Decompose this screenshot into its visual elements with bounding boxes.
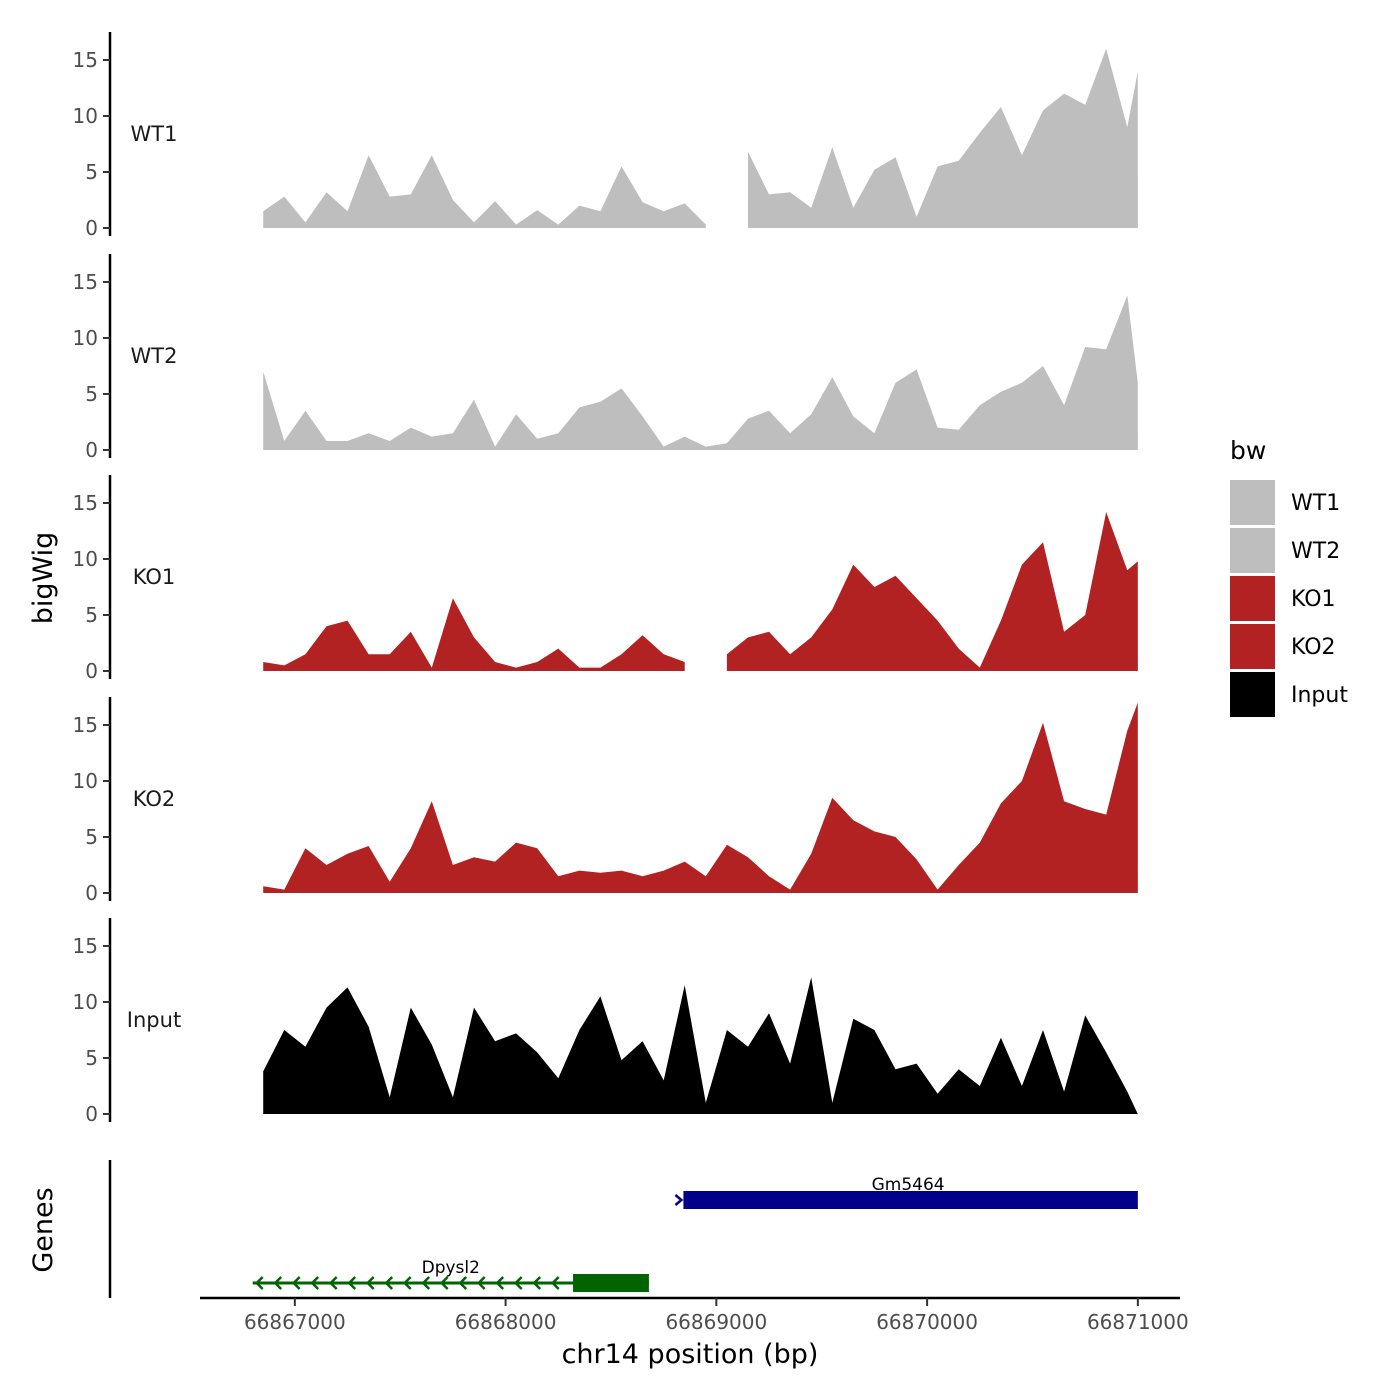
legend-label-ko2: KO2: [1291, 635, 1336, 660]
y-tick-label: 15: [73, 48, 98, 72]
genes-axis-title: Genes: [28, 1187, 59, 1272]
y-tick-label: 5: [85, 825, 98, 849]
area-ko2: [263, 702, 1138, 893]
strand-arrow: [421, 1276, 431, 1290]
genes-panel: Gm5464 Dpysl2: [108, 1160, 1138, 1298]
y-tick-label: 10: [73, 326, 98, 350]
track-input: 0 5 10 15 Input: [73, 918, 1138, 1126]
gene-body: [683, 1191, 1138, 1209]
y-tick-label: 15: [73, 491, 98, 515]
legend: bw WT1 WT2 KO1 KO2 Input: [1230, 436, 1348, 717]
y-tick-label: 0: [85, 881, 98, 905]
strand-arrow: [495, 1276, 505, 1290]
strand-arrow: [347, 1276, 357, 1290]
track-wt1: 0 5 10 15 WT1: [73, 32, 1138, 240]
legend-swatch-input: [1230, 672, 1275, 717]
y-tick-label: 5: [85, 1046, 98, 1070]
area-input: [263, 977, 1138, 1114]
gene-label: Gm5464: [872, 1175, 945, 1195]
y-tick-label: 10: [73, 547, 98, 571]
y-axis-title: bigWig: [28, 532, 59, 625]
y-tick-label: 10: [73, 104, 98, 128]
gene-label: Dpysl2: [422, 1258, 480, 1278]
strand-arrow: [439, 1276, 449, 1290]
x-tick-label: 66869000: [665, 1310, 767, 1334]
y-tick-label: 10: [73, 990, 98, 1014]
x-axis-title: chr14 position (bp): [562, 1339, 819, 1370]
area-ko1: [263, 512, 1138, 671]
legend-swatch-ko2: [1230, 624, 1275, 669]
y-tick-label: 15: [73, 270, 98, 294]
track-ko2: 0 5 10 15 KO2: [73, 697, 1138, 905]
x-tick-label: 66868000: [455, 1310, 557, 1334]
legend-swatch-wt1: [1230, 480, 1275, 525]
x-tick-label: 66867000: [244, 1310, 346, 1334]
legend-label-ko1: KO1: [1291, 587, 1336, 612]
track-label-ko1: KO1: [133, 565, 176, 589]
strand-arrow: [273, 1276, 283, 1290]
legend-label-wt2: WT2: [1291, 539, 1340, 564]
strand-arrow: [402, 1276, 412, 1290]
strand-arrow: [532, 1276, 542, 1290]
y-tick-label: 15: [73, 934, 98, 958]
x-axis: 66867000 66868000 66869000 66870000 66871000: [200, 1296, 1189, 1334]
strand-arrow: [674, 1194, 684, 1206]
track-wt2: 0 5 10 15 WT2: [73, 254, 1138, 462]
strand-arrow: [310, 1276, 320, 1290]
legend-swatch-ko1: [1230, 576, 1275, 621]
legend-swatch-wt2: [1230, 528, 1275, 573]
track-label-wt2: WT2: [131, 344, 178, 368]
y-tick-label: 5: [85, 603, 98, 627]
x-tick-label: 66871000: [1087, 1310, 1189, 1334]
track-label-ko2: KO2: [133, 787, 176, 811]
y-tick-label: 0: [85, 1102, 98, 1126]
gene-dpysl2: Dpysl2: [252, 1258, 649, 1292]
coverage-tracks: 0 5 10 15 WT1 0 5 10 15 WT2 0 5 10 15 KO1 0 5 10 15 KO2 0 5 10…: [73, 32, 1138, 1126]
strand-arrow: [254, 1276, 264, 1290]
gene-exon: [573, 1274, 649, 1292]
y-tick-label: 5: [85, 382, 98, 406]
area-wt2: [263, 295, 1138, 450]
legend-label-wt1: WT1: [1291, 491, 1340, 516]
y-tick-label: 5: [85, 160, 98, 184]
track-label-wt1: WT1: [131, 122, 178, 146]
strand-arrow: [513, 1276, 523, 1290]
strand-arrow: [476, 1276, 486, 1290]
strand-arrow: [550, 1276, 560, 1290]
strand-arrow: [365, 1276, 375, 1290]
y-tick-label: 0: [85, 216, 98, 240]
y-tick-label: 15: [73, 713, 98, 737]
y-tick-label: 0: [85, 438, 98, 462]
strand-arrow: [328, 1276, 338, 1290]
legend-title: bw: [1230, 436, 1266, 465]
gene-gm5464: Gm5464: [674, 1175, 1138, 1209]
y-tick-label: 10: [73, 769, 98, 793]
x-tick-label: 66870000: [876, 1310, 978, 1334]
strand-arrow: [384, 1276, 394, 1290]
legend-label-input: Input: [1291, 683, 1348, 708]
y-tick-label: 0: [85, 659, 98, 683]
strand-arrow: [458, 1276, 468, 1290]
track-label-input: Input: [127, 1008, 181, 1032]
area-wt1: [263, 48, 1138, 228]
strand-arrow: [291, 1276, 301, 1290]
track-ko1: 0 5 10 15 KO1: [73, 475, 1138, 683]
